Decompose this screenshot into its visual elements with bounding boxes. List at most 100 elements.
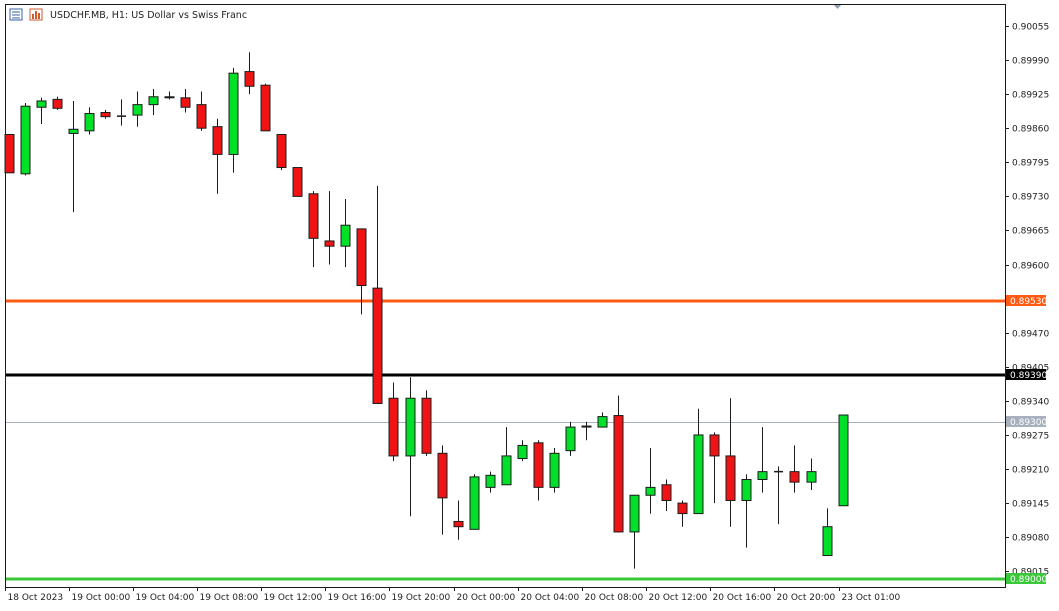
candle	[180, 88, 191, 113]
candle-body	[565, 426, 576, 452]
candle-body	[725, 455, 736, 501]
candle	[581, 421, 592, 441]
candle	[100, 109, 111, 119]
price-tick-label: 0.89080	[1012, 534, 1049, 544]
candle-body	[709, 434, 720, 457]
candle-body	[180, 97, 191, 108]
candle-body	[757, 471, 768, 481]
candle	[565, 421, 576, 456]
candle	[356, 228, 367, 315]
candle-body	[36, 100, 47, 108]
scroll-marker-icon[interactable]	[833, 4, 842, 9]
price-label-text: 0.89390	[1010, 371, 1047, 381]
price-label-box	[1006, 573, 1046, 584]
time-tick-label: 20 Oct 00:00	[457, 593, 516, 603]
price-label-text: 0.89530	[1010, 297, 1047, 307]
candle-body	[292, 167, 303, 197]
time-axis[interactable]: 18 Oct 2023 19 Oct 00:00 19 Oct 04:00 19 Oc…	[5, 587, 901, 603]
candle-body	[661, 484, 672, 501]
candle-body	[789, 471, 800, 483]
candle	[20, 103, 31, 176]
candle	[453, 500, 464, 540]
candle	[741, 474, 752, 548]
price-label-text: 0.89300	[1010, 418, 1047, 428]
time-tick-label: 20 Oct 16:00	[713, 593, 772, 603]
candle	[244, 52, 255, 95]
candle-body	[340, 224, 351, 247]
candle	[228, 67, 239, 173]
candle-body	[4, 134, 15, 174]
candle-body	[421, 397, 432, 454]
candle-body	[549, 452, 560, 488]
candle-body	[100, 111, 111, 118]
candle-body	[164, 96, 175, 99]
candle	[789, 445, 800, 493]
price-tick-label: 0.89470	[1012, 330, 1049, 340]
candle	[260, 83, 271, 132]
chart-menu-icon[interactable]	[9, 8, 23, 21]
candle-body	[806, 471, 817, 483]
candle-body	[276, 134, 287, 169]
price-label-box	[1006, 295, 1046, 306]
price-tick-label: 0.89405	[1012, 364, 1049, 374]
candle	[725, 398, 736, 527]
price-tick-label: 0.89990	[1012, 57, 1049, 67]
candle-body	[260, 84, 271, 132]
candle	[4, 134, 15, 174]
candle-body	[148, 96, 159, 106]
candle	[806, 458, 817, 490]
candle	[276, 134, 287, 171]
candle-body	[629, 494, 640, 533]
candle	[421, 390, 432, 456]
candle-body	[517, 444, 528, 460]
candle	[36, 97, 47, 125]
price-tick-label: 0.90055	[1012, 23, 1049, 33]
time-tick-label: 19 Oct 00:00	[72, 593, 131, 603]
candle	[196, 91, 207, 131]
time-tick-label: 20 Oct 12:00	[649, 593, 708, 603]
candle-body	[20, 105, 31, 175]
price-tick-label: 0.89145	[1012, 500, 1049, 510]
candle	[677, 500, 688, 527]
price-tick-label: 0.89730	[1012, 193, 1049, 203]
price-label-box	[1006, 369, 1046, 380]
candles	[4, 52, 849, 569]
candle-body	[196, 104, 207, 129]
price-axis[interactable]: 0.90055 0.89990 0.89925 0.89860 0.89795 0.897…	[1005, 23, 1049, 578]
candle-body	[741, 479, 752, 501]
candle	[164, 91, 175, 100]
candle	[613, 395, 624, 533]
price-tick-label: 0.89210	[1012, 466, 1049, 476]
price-tick-label: 0.89015	[1012, 568, 1049, 578]
candle	[822, 508, 833, 557]
time-tick-label: 18 Oct 2023	[8, 593, 64, 603]
candle-body	[84, 113, 95, 132]
candle	[84, 107, 95, 135]
candle	[517, 440, 528, 462]
candle	[549, 448, 560, 493]
chart-header: USDCHF.MB, H1: US Dollar vs Swiss Franc	[9, 8, 247, 21]
price-tick-label: 0.89275	[1012, 432, 1049, 442]
candle	[597, 412, 608, 428]
time-tick-label: 23 Oct 01:00	[842, 593, 901, 603]
candle-body	[533, 442, 544, 488]
time-tick-label: 20 Oct 20:00	[777, 593, 836, 603]
candle	[132, 91, 143, 127]
price-tick-label: 0.89665	[1012, 227, 1049, 237]
candle	[709, 432, 720, 504]
candle	[308, 191, 319, 268]
candle	[757, 427, 768, 493]
price-tick-label: 0.89600	[1012, 262, 1049, 272]
candle	[437, 445, 448, 535]
candle	[774, 466, 783, 525]
chart-timeframe-icon[interactable]	[29, 8, 43, 21]
candle	[645, 448, 656, 514]
candle	[485, 471, 496, 493]
candle-body	[822, 526, 833, 557]
candle-body	[693, 434, 704, 515]
candle-body	[645, 486, 656, 496]
candle	[372, 185, 383, 404]
time-tick-label: 19 Oct 08:00	[200, 593, 259, 603]
